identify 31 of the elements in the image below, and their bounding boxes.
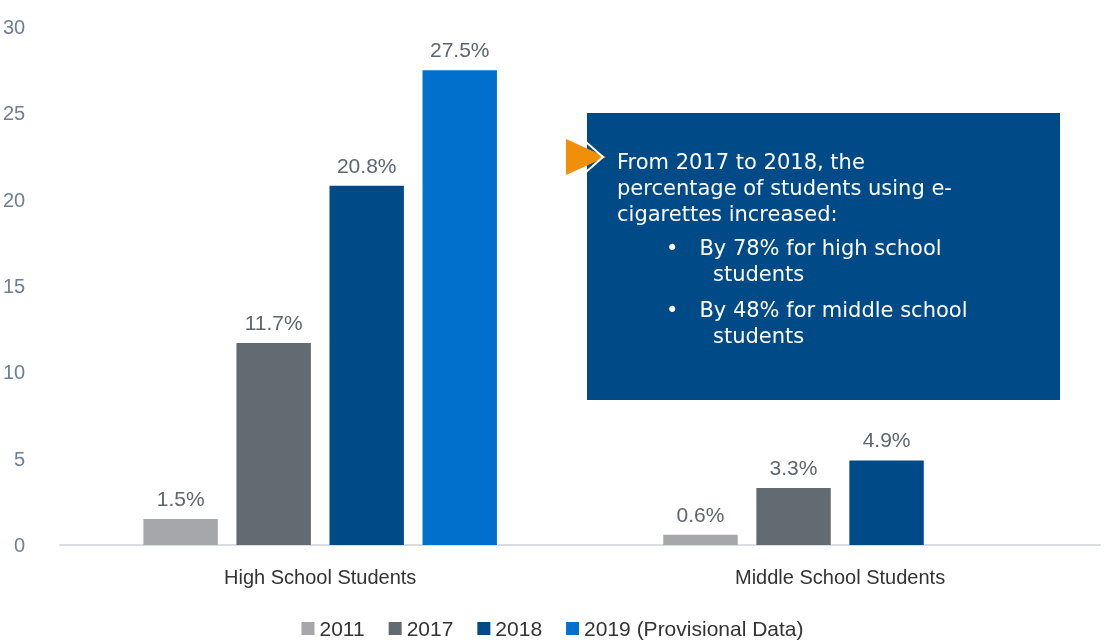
bar [663,534,738,545]
y-tick-label: 30 [3,16,26,38]
data-label: 0.6% [676,502,725,526]
data-label: 3.3% [769,456,818,480]
data-label: 11.7% [244,310,303,334]
y-tick-label: 25 [3,102,26,125]
data-label: 1.5% [156,487,205,511]
text-box: From 2017 to 2018, the percentage of students using e-cigarettes increased: • By 78% for high school students • By 48% for middle school students [587,113,1060,400]
y-tick-label: 15 [3,275,26,297]
bar [756,488,831,545]
legend-label: 2011 [319,617,365,640]
bar [329,185,404,545]
legend-label: 2017 [406,617,454,640]
bar [143,519,218,545]
annotation: From 2017 to 2018, the percentage of students using e-cigarettes increased: [617,149,953,227]
legend-label: 2019 (Provisional Data) [584,617,804,640]
data-label: 20.8% [336,153,397,177]
bar [849,460,924,545]
x-tick-label: High School Students [224,566,417,588]
annotation: • By 48% for middle school students [666,297,969,349]
x-tick-label: Middle School Students [734,566,946,588]
y-tick-label: 20 [3,188,26,211]
annotation: • By 78% for high school students [666,235,943,287]
y-tick-label: 5 [14,447,26,470]
y-tick-label: 0 [14,534,26,556]
bar [422,70,497,545]
legend-label: 2018 [495,617,543,640]
y-tick-label: 10 [3,361,26,384]
bar [236,342,311,545]
data-label: 27.5% [429,38,490,62]
data-label: 4.9% [862,428,911,452]
